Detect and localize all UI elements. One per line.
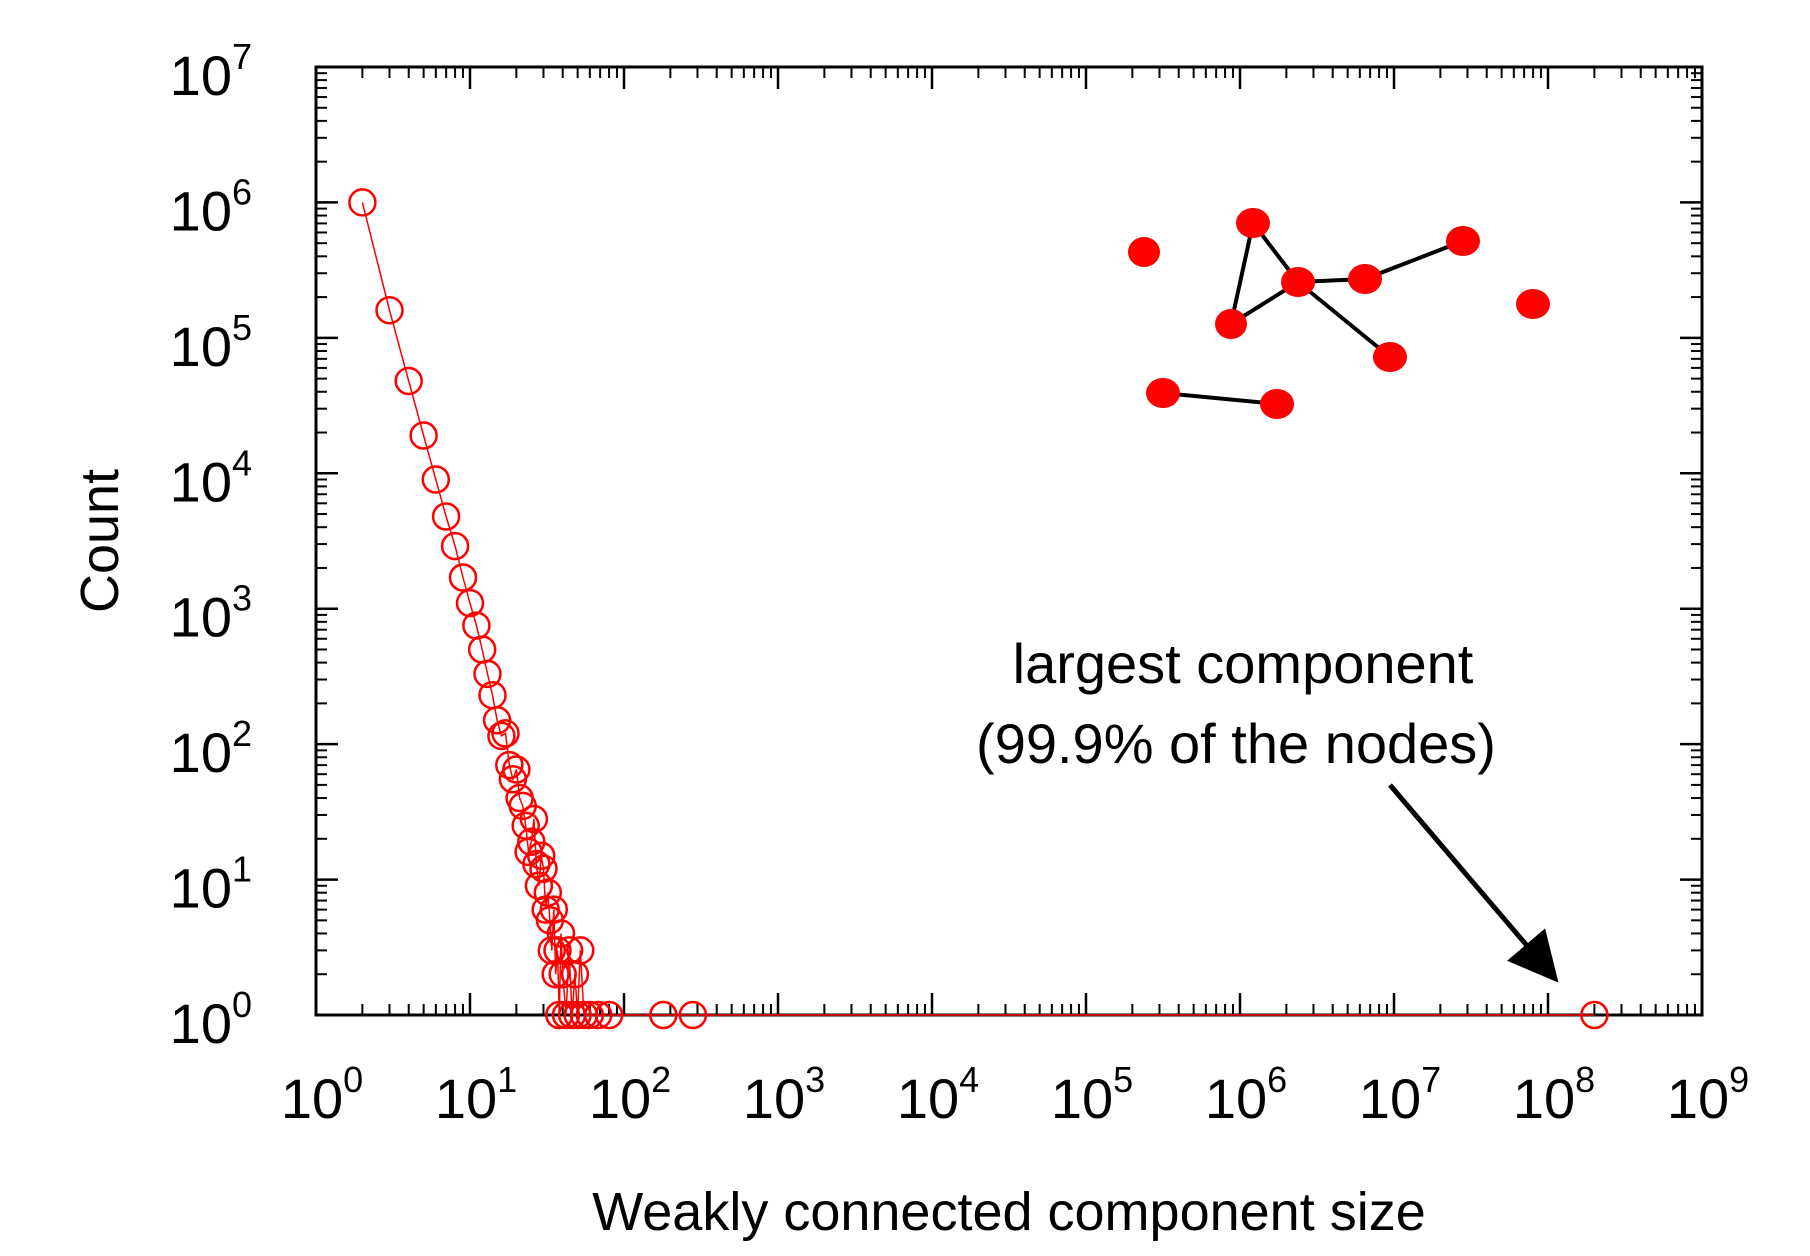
data-point [594, 1000, 624, 1030]
data-point [563, 1000, 592, 1030]
annotation-line-1: largest component [1013, 632, 1474, 695]
inset-edge [1364, 239, 1464, 281]
x-tick-label: 102 [589, 1059, 671, 1130]
x-axis-tick-labels: 100 101 102 103 104 105 106 107 108 109 [281, 1059, 1749, 1130]
x-tick-label: 109 [1667, 1059, 1749, 1130]
data-point [487, 721, 516, 751]
data-point [502, 755, 531, 784]
x-tick-label: 105 [1051, 1059, 1133, 1130]
data-point [495, 750, 524, 780]
largest-component-annotation: largest component (99.9% of the nodes) [976, 632, 1559, 983]
x-tick-label: 101 [435, 1059, 517, 1130]
data-point [583, 1000, 613, 1030]
inset-node [1446, 226, 1480, 256]
y-tick-label: 107 [170, 36, 252, 107]
data-point [1580, 1000, 1609, 1030]
inset-nodes [1128, 208, 1550, 419]
x-tick-label: 104 [897, 1059, 979, 1130]
data-point [375, 295, 404, 325]
data-point [431, 502, 461, 531]
series-line [361, 202, 1595, 1016]
data-point [440, 531, 470, 561]
data-point [519, 804, 549, 834]
y-tick-label: 102 [170, 713, 252, 784]
data-point [533, 878, 563, 907]
y-tick-label: 100 [170, 984, 252, 1055]
data-point [546, 919, 576, 948]
y-tick-label: 103 [170, 578, 252, 649]
y-tick-label: 105 [170, 307, 252, 378]
data-point [575, 1000, 605, 1030]
data-point [529, 854, 558, 884]
data-point [491, 719, 520, 748]
data-point [455, 588, 485, 618]
x-tick-label: 106 [1205, 1059, 1287, 1130]
inset-edge [1296, 280, 1392, 359]
data-point [526, 841, 556, 870]
data-point [551, 1000, 581, 1030]
y-tick-label: 101 [170, 849, 252, 920]
plot-frame [314, 65, 1704, 1017]
y-tick-label: 104 [170, 442, 252, 513]
x-tick-label: 107 [1359, 1059, 1441, 1130]
data-point [448, 563, 478, 592]
inset-node [1128, 237, 1160, 267]
y-axis-ticks [316, 65, 1702, 1017]
inset-node [1215, 309, 1247, 339]
data-point [421, 465, 451, 494]
data-point [473, 659, 502, 689]
data-point [678, 1000, 708, 1030]
annotation-arrow [1388, 783, 1559, 983]
x-tick-label: 100 [281, 1059, 363, 1130]
series-points [348, 188, 1609, 1030]
data-point [545, 1000, 574, 1030]
x-axis-title: Weakly connected component size [592, 1182, 1425, 1242]
data-point [522, 849, 551, 879]
x-tick-label: 108 [1513, 1059, 1595, 1130]
inset-node [1348, 264, 1382, 294]
x-tick-label: 103 [743, 1059, 825, 1130]
data-point [649, 1000, 678, 1030]
y-axis-tick-labels: 100 101 102 103 104 105 106 107 [170, 36, 252, 1055]
example-graph-inset [1128, 208, 1550, 419]
inset-node [1236, 208, 1270, 238]
data-point [566, 936, 595, 965]
y-tick-label: 106 [170, 171, 252, 242]
inset-edges [1162, 221, 1464, 406]
x-axis-ticks [314, 67, 1704, 1015]
data-point [409, 421, 438, 450]
inset-node [1373, 342, 1407, 372]
inset-node [1516, 289, 1550, 319]
annotation-line-2: (99.9% of the nodes) [976, 712, 1496, 775]
inset-edge [1229, 222, 1255, 325]
inset-node [1146, 378, 1180, 408]
y-axis-title: Count [70, 469, 130, 613]
inset-node [1260, 389, 1294, 419]
data-point [348, 188, 377, 217]
data-point [541, 959, 570, 989]
inset-node [1281, 267, 1315, 297]
inset-edge [1162, 391, 1278, 406]
data-point [394, 366, 423, 396]
